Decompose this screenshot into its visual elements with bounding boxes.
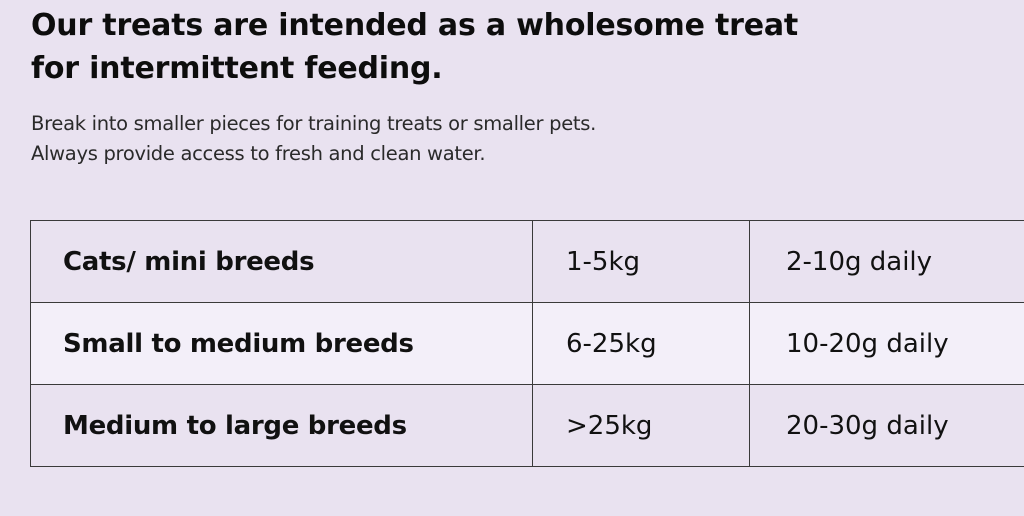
amount-cell: 20-30g daily — [749, 384, 1024, 467]
weight-cell: 1-5kg — [532, 220, 750, 303]
feeding-instructions: Break into smaller pieces for training t… — [31, 109, 596, 169]
breed-cell: Medium to large breeds — [30, 384, 533, 467]
page-heading: Our treats are intended as a wholesome t… — [31, 4, 798, 90]
weight-cell: >25kg — [532, 384, 750, 467]
breed-cell: Cats/ mini breeds — [30, 220, 533, 303]
instruction-line-2: Always provide access to fresh and clean… — [31, 142, 486, 165]
amount-cell: 2-10g daily — [749, 220, 1024, 303]
heading-line-1: Our treats are intended as a wholesome t… — [31, 8, 799, 43]
breed-cell: Small to medium breeds — [30, 302, 533, 385]
table-row: Small to medium breeds 6-25kg 10-20g dai… — [30, 302, 1024, 385]
feeding-guide-table: Cats/ mini breeds 1-5kg 2-10g daily Smal… — [30, 220, 1024, 467]
table-row: Medium to large breeds >25kg 20-30g dail… — [30, 384, 1024, 467]
table-row: Cats/ mini breeds 1-5kg 2-10g daily — [30, 220, 1024, 303]
instruction-line-1: Break into smaller pieces for training t… — [31, 112, 596, 135]
amount-cell: 10-20g daily — [749, 302, 1024, 385]
weight-cell: 6-25kg — [532, 302, 750, 385]
heading-line-2: for intermittent feeding. — [31, 51, 443, 86]
